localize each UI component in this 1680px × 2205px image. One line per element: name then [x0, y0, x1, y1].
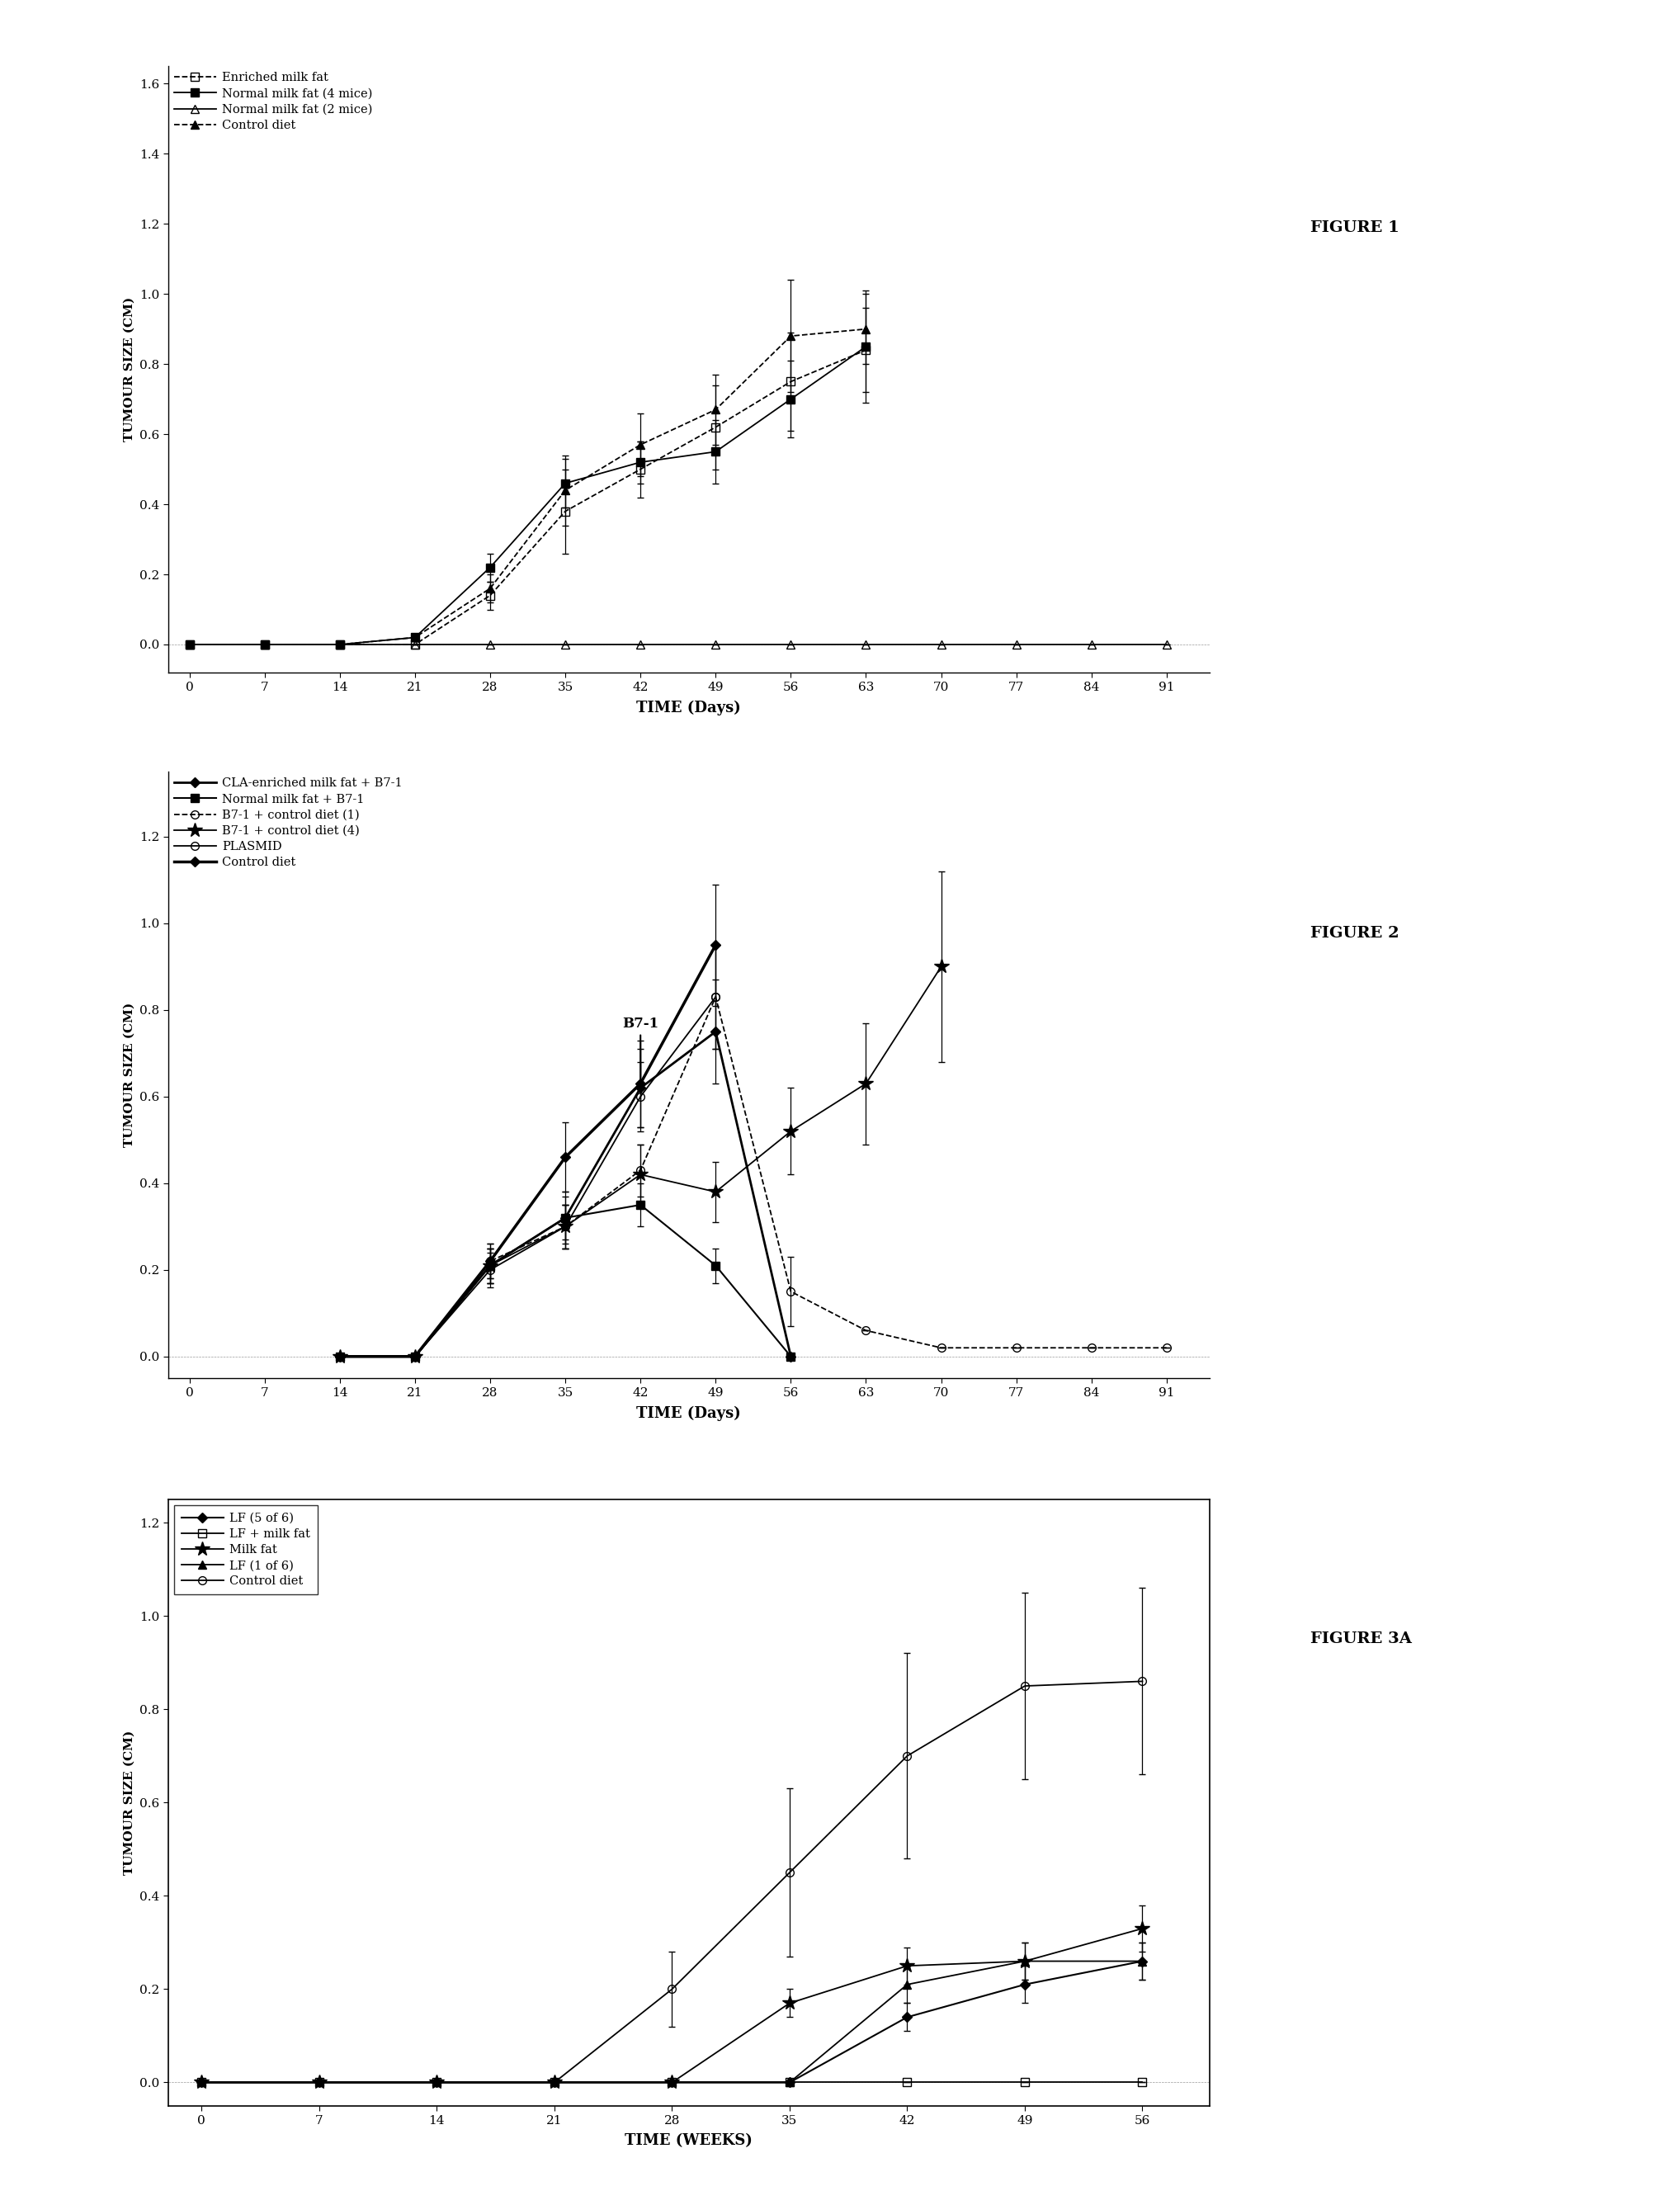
Text: FIGURE 1: FIGURE 1 — [1310, 220, 1399, 236]
Legend: LF (5 of 6), LF + milk fat, Milk fat, LF (1 of 6), Control diet: LF (5 of 6), LF + milk fat, Milk fat, LF… — [175, 1506, 318, 1594]
Y-axis label: TUMOUR SIZE (CM): TUMOUR SIZE (CM) — [123, 1731, 134, 1874]
Text: FIGURE 3A: FIGURE 3A — [1310, 1632, 1411, 1647]
Text: B7-1: B7-1 — [622, 1017, 659, 1091]
X-axis label: TIME (Days): TIME (Days) — [637, 1407, 741, 1420]
Y-axis label: TUMOUR SIZE (CM): TUMOUR SIZE (CM) — [123, 298, 134, 441]
X-axis label: TIME (Days): TIME (Days) — [637, 701, 741, 714]
X-axis label: TIME (WEEKS): TIME (WEEKS) — [625, 2134, 753, 2148]
Text: FIGURE 2: FIGURE 2 — [1310, 926, 1399, 942]
Legend: Enriched milk fat, Normal milk fat (4 mice), Normal milk fat (2 mice), Control d: Enriched milk fat, Normal milk fat (4 mi… — [175, 73, 373, 130]
Y-axis label: TUMOUR SIZE (CM): TUMOUR SIZE (CM) — [123, 1003, 134, 1147]
Legend: CLA-enriched milk fat + B7-1, Normal milk fat + B7-1, B7-1 + control diet (1), B: CLA-enriched milk fat + B7-1, Normal mil… — [175, 778, 403, 869]
